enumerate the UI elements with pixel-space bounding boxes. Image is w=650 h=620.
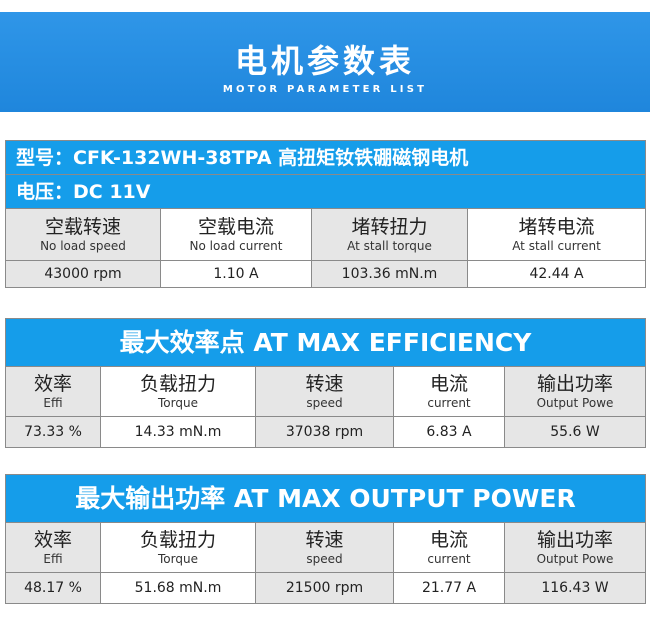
header-label-en: Effi [43, 551, 63, 566]
header-cell: 堵转扭力 At stall torque [312, 209, 468, 260]
voltage-bar: 电压：DC 11V [6, 175, 645, 209]
header-label-zh: 效率 [33, 528, 72, 551]
header-label-en: Output Powe [536, 395, 614, 410]
header-cell: 负载扭力 Torque [101, 367, 256, 416]
value-cell: 116.43 W [505, 573, 645, 603]
table-value-row: 48.17 % 51.68 mN.m 21500 rpm 21.77 A 116… [6, 573, 645, 603]
value-cell: 21.77 A [394, 573, 505, 603]
basic-params-table: 型号：CFK-132WH-38TPA 高扭矩钕铁硼磁钢电机 电压：DC 11V … [5, 140, 646, 288]
header-cell: 转速 speed [256, 367, 394, 416]
header-label-zh: 电流 [429, 372, 468, 395]
table-header-row: 效率 Effi 负载扭力 Torque 转速 speed 电流 current … [6, 367, 645, 417]
header-label-en: current [427, 551, 471, 566]
value-cell: 103.36 mN.m [312, 261, 468, 287]
table-header-row: 效率 Effi 负载扭力 Torque 转速 speed 电流 current … [6, 523, 645, 573]
header-label-en: speed [306, 395, 343, 410]
header-label-en: At stall current [512, 238, 601, 253]
header-label-en: speed [306, 551, 343, 566]
header-cell: 转速 speed [256, 523, 394, 572]
header-label-zh: 电流 [429, 528, 468, 551]
header-label-zh: 效率 [33, 372, 72, 395]
header-label-en: At stall torque [347, 238, 432, 253]
header-label-zh: 空载电流 [197, 215, 274, 238]
value-cell: 51.68 mN.m [101, 573, 256, 603]
header-label-en: Effi [43, 395, 63, 410]
value-cell: 55.6 W [505, 417, 645, 447]
header-cell: 空载电流 No load current [161, 209, 312, 260]
header-label-zh: 堵转扭力 [351, 215, 428, 238]
value-cell: 37038 rpm [256, 417, 394, 447]
value-cell: 48.17 % [6, 573, 101, 603]
max-output-power-table: 最大输出功率 AT MAX OUTPUT POWER 效率 Effi 负载扭力 … [5, 474, 646, 604]
header-label-zh: 转速 [305, 528, 344, 551]
value-cell: 43000 rpm [6, 261, 161, 287]
header-label-zh: 空载转速 [44, 215, 121, 238]
value-cell: 1.10 A [161, 261, 312, 287]
header-label-zh: 负载扭力 [139, 528, 216, 551]
header-label-en: Output Powe [536, 551, 614, 566]
header-cell: 堵转电流 At stall current [468, 209, 645, 260]
header-cell: 电流 current [394, 367, 505, 416]
value-cell: 73.33 % [6, 417, 101, 447]
page-subtitle: MOTOR PARAMETER LIST [222, 84, 428, 95]
section-title: 最大效率点 AT MAX EFFICIENCY [6, 319, 645, 367]
header-cell: 输出功率 Output Powe [505, 523, 645, 572]
header-cell: 负载扭力 Torque [101, 523, 256, 572]
header-label-zh: 转速 [305, 372, 344, 395]
value-cell: 14.33 mN.m [101, 417, 256, 447]
value-cell: 42.44 A [529, 266, 584, 282]
header-label-en: current [427, 395, 471, 410]
model-bar: 型号：CFK-132WH-38TPA 高扭矩钕铁硼磁钢电机 [6, 141, 645, 175]
table-value-row: 73.33 % 14.33 mN.m 37038 rpm 6.83 A 55.6… [6, 417, 645, 447]
header-label-en: Torque [158, 395, 198, 410]
header-cell: 效率 Effi [6, 367, 101, 416]
value-cell: 21500 rpm [256, 573, 394, 603]
header-label-en: Torque [158, 551, 198, 566]
header-cell: 空载转速 No load speed [6, 209, 161, 260]
table-header-row: 空载转速 No load speed 空载电流 No load current … [6, 209, 645, 261]
header-cell: 效率 Effi [6, 523, 101, 572]
section-title: 最大输出功率 AT MAX OUTPUT POWER [6, 475, 645, 523]
header-cell: 输出功率 Output Powe [505, 367, 645, 416]
header-banner: 电机参数表 MOTOR PARAMETER LIST [0, 12, 650, 112]
header-label-en: No load speed [40, 238, 126, 253]
table-value-row: 43000 rpm 1.10 A 103.36 mN.m 42.44 A [6, 261, 645, 287]
header-label-zh: 负载扭力 [139, 372, 216, 395]
header-label-zh: 输出功率 [536, 528, 613, 551]
page-title: 电机参数表 [234, 42, 415, 80]
header-label-zh: 输出功率 [536, 372, 613, 395]
header-cell: 电流 current [394, 523, 505, 572]
max-efficiency-table: 最大效率点 AT MAX EFFICIENCY 效率 Effi 负载扭力 Tor… [5, 318, 646, 448]
header-label-zh: 堵转电流 [518, 215, 595, 238]
value-cell: 6.83 A [394, 417, 505, 447]
header-label-en: No load current [189, 238, 283, 253]
